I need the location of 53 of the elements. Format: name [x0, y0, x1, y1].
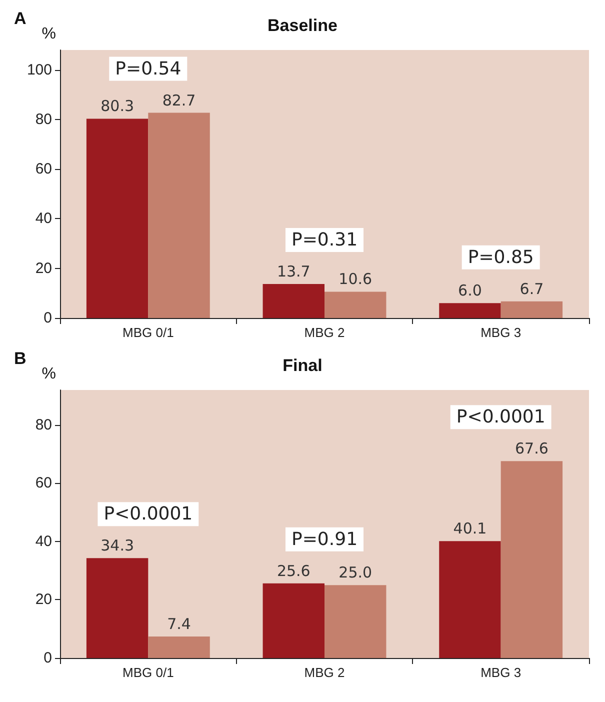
data-label: 13.7	[276, 262, 310, 281]
data-label: 6.7	[520, 280, 544, 298]
y-tick-label: 20	[35, 591, 52, 608]
data-label: 25.0	[338, 564, 372, 582]
y-tick-label: 0	[44, 650, 52, 666]
data-label: 80.3	[100, 97, 134, 116]
annotation: P=0.54	[115, 58, 182, 80]
data-label: 7.4	[167, 614, 191, 633]
y-tick-label: 60	[35, 474, 52, 492]
x-tick-label: MBG 3	[480, 665, 522, 680]
bar	[500, 301, 563, 318]
x-tick-label: MBG 0/1	[122, 665, 174, 680]
y-axis-title: %	[42, 366, 56, 382]
y-tick-label: 40	[35, 532, 52, 550]
y-tick-label: 100	[26, 61, 52, 78]
text: A	[14, 9, 26, 28]
y-tick-label: 60	[35, 160, 52, 178]
y-axis-title: %	[42, 26, 56, 42]
annotation: P=0.85	[468, 246, 534, 268]
annotation: P<0.0001	[456, 406, 546, 428]
chart-title: Baseline	[268, 16, 338, 35]
x-tick-label: MBG 2	[304, 325, 345, 340]
data-label: 10.6	[338, 270, 372, 288]
x-tick-label: MBG 0/1	[122, 325, 174, 340]
data-label: 67.6	[514, 440, 548, 458]
data-label: 34.3	[100, 536, 134, 555]
chart-title: Final	[282, 356, 322, 375]
bar	[148, 112, 210, 318]
bar	[439, 541, 501, 658]
annotation: P=0.31	[291, 230, 358, 251]
bar	[500, 461, 563, 658]
y-tick-label: 40	[35, 210, 52, 228]
bar	[324, 292, 386, 318]
bar	[148, 636, 210, 658]
bar	[262, 284, 324, 318]
y-tick-label: 0	[44, 310, 52, 326]
y-tick-label: 80	[35, 416, 52, 434]
annotation: P<0.0001	[104, 504, 193, 525]
data-label: 25.6	[276, 562, 310, 580]
bar	[439, 303, 501, 318]
bar	[86, 118, 148, 318]
text: B	[14, 349, 26, 368]
data-label: 82.7	[162, 91, 196, 110]
x-tick-label: MBG 2	[304, 665, 345, 680]
bar	[86, 558, 148, 658]
annotation: P=0.91	[291, 528, 358, 550]
data-label: 40.1	[453, 520, 487, 538]
data-label: 6.0	[458, 282, 482, 300]
y-tick-label: 20	[35, 260, 52, 277]
y-tick-label: 80	[35, 110, 52, 128]
bar	[262, 583, 324, 658]
x-tick-label: MBG 3	[480, 325, 522, 340]
bar	[324, 585, 386, 658]
